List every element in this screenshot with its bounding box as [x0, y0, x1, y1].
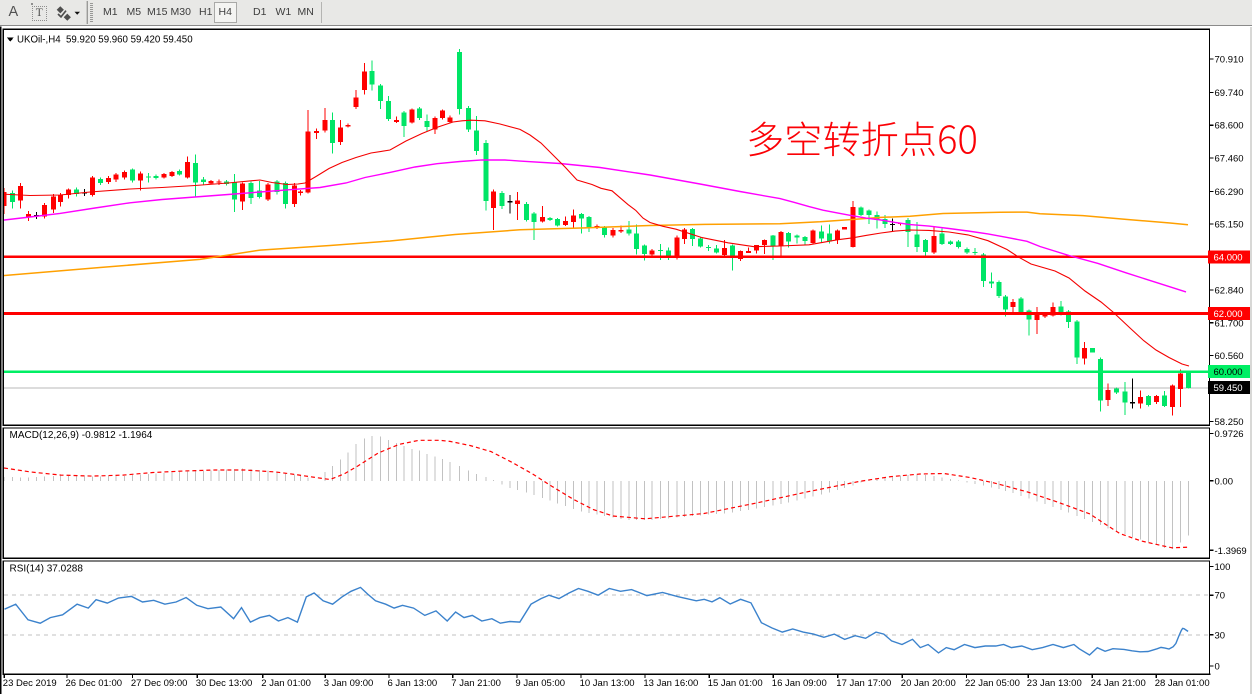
svg-text:9 Jan 05:00: 9 Jan 05:00: [515, 678, 565, 689]
svg-text:60.560: 60.560: [1215, 351, 1244, 362]
svg-text:16 Jan 09:00: 16 Jan 09:00: [772, 678, 827, 689]
svg-text:100: 100: [1215, 562, 1231, 573]
svg-text:3 Jan 09:00: 3 Jan 09:00: [324, 678, 374, 689]
svg-text:6 Jan 13:00: 6 Jan 13:00: [388, 678, 438, 689]
svg-text:59.450: 59.450: [1214, 383, 1243, 394]
svg-text:0.9726: 0.9726: [1215, 429, 1244, 440]
svg-text:7 Jan 21:00: 7 Jan 21:00: [451, 678, 501, 689]
svg-text:24 Jan 21:00: 24 Jan 21:00: [1091, 678, 1146, 689]
svg-text:20 Jan 20:00: 20 Jan 20:00: [901, 678, 956, 689]
svg-text:66.290: 66.290: [1215, 187, 1244, 198]
svg-text:2 Jan 01:00: 2 Jan 01:00: [261, 678, 311, 689]
svg-text:68.600: 68.600: [1215, 121, 1244, 132]
svg-text:15 Jan 01:00: 15 Jan 01:00: [708, 678, 763, 689]
svg-text:-1.3969: -1.3969: [1215, 546, 1247, 557]
svg-text:26 Dec 01:00: 26 Dec 01:00: [66, 678, 123, 689]
svg-text:58.250: 58.250: [1215, 417, 1244, 428]
svg-text:RSI(14) 37.0288: RSI(14) 37.0288: [10, 563, 84, 574]
svg-text:30: 30: [1215, 630, 1226, 641]
svg-text:70.910: 70.910: [1215, 55, 1244, 66]
svg-text:27 Dec 09:00: 27 Dec 09:00: [131, 678, 188, 689]
svg-text:61.700: 61.700: [1215, 318, 1244, 329]
svg-text:62.840: 62.840: [1215, 286, 1244, 297]
svg-text:22 Jan 05:00: 22 Jan 05:00: [965, 678, 1020, 689]
svg-text:0: 0: [1215, 662, 1220, 673]
svg-text:0.00: 0.00: [1215, 476, 1234, 487]
svg-text:10 Jan 13:00: 10 Jan 13:00: [580, 678, 635, 689]
svg-text:30 Dec 13:00: 30 Dec 13:00: [196, 678, 253, 689]
svg-text:MACD(12,26,9) -0.9812 -1.1964: MACD(12,26,9) -0.9812 -1.1964: [10, 430, 153, 441]
svg-text:64.000: 64.000: [1214, 253, 1243, 264]
svg-text:67.460: 67.460: [1215, 153, 1244, 164]
svg-text:23 Dec 2019: 23 Dec 2019: [3, 678, 57, 689]
svg-text:13 Jan 16:00: 13 Jan 16:00: [643, 678, 698, 689]
svg-text:UKOil-,H4 59.920 59.960 59.42: UKOil-,H4 59.920 59.960 59.420 59.450: [17, 35, 193, 46]
svg-text:65.150: 65.150: [1215, 220, 1244, 231]
svg-text:28 Jan 01:00: 28 Jan 01:00: [1155, 678, 1210, 689]
svg-text:17 Jan 17:00: 17 Jan 17:00: [836, 678, 891, 689]
svg-text:60.000: 60.000: [1214, 367, 1243, 378]
svg-text:70: 70: [1215, 591, 1226, 602]
svg-text:62.000: 62.000: [1214, 309, 1243, 320]
svg-text:69.740: 69.740: [1215, 88, 1244, 99]
svg-text:23 Jan 13:00: 23 Jan 13:00: [1027, 678, 1082, 689]
